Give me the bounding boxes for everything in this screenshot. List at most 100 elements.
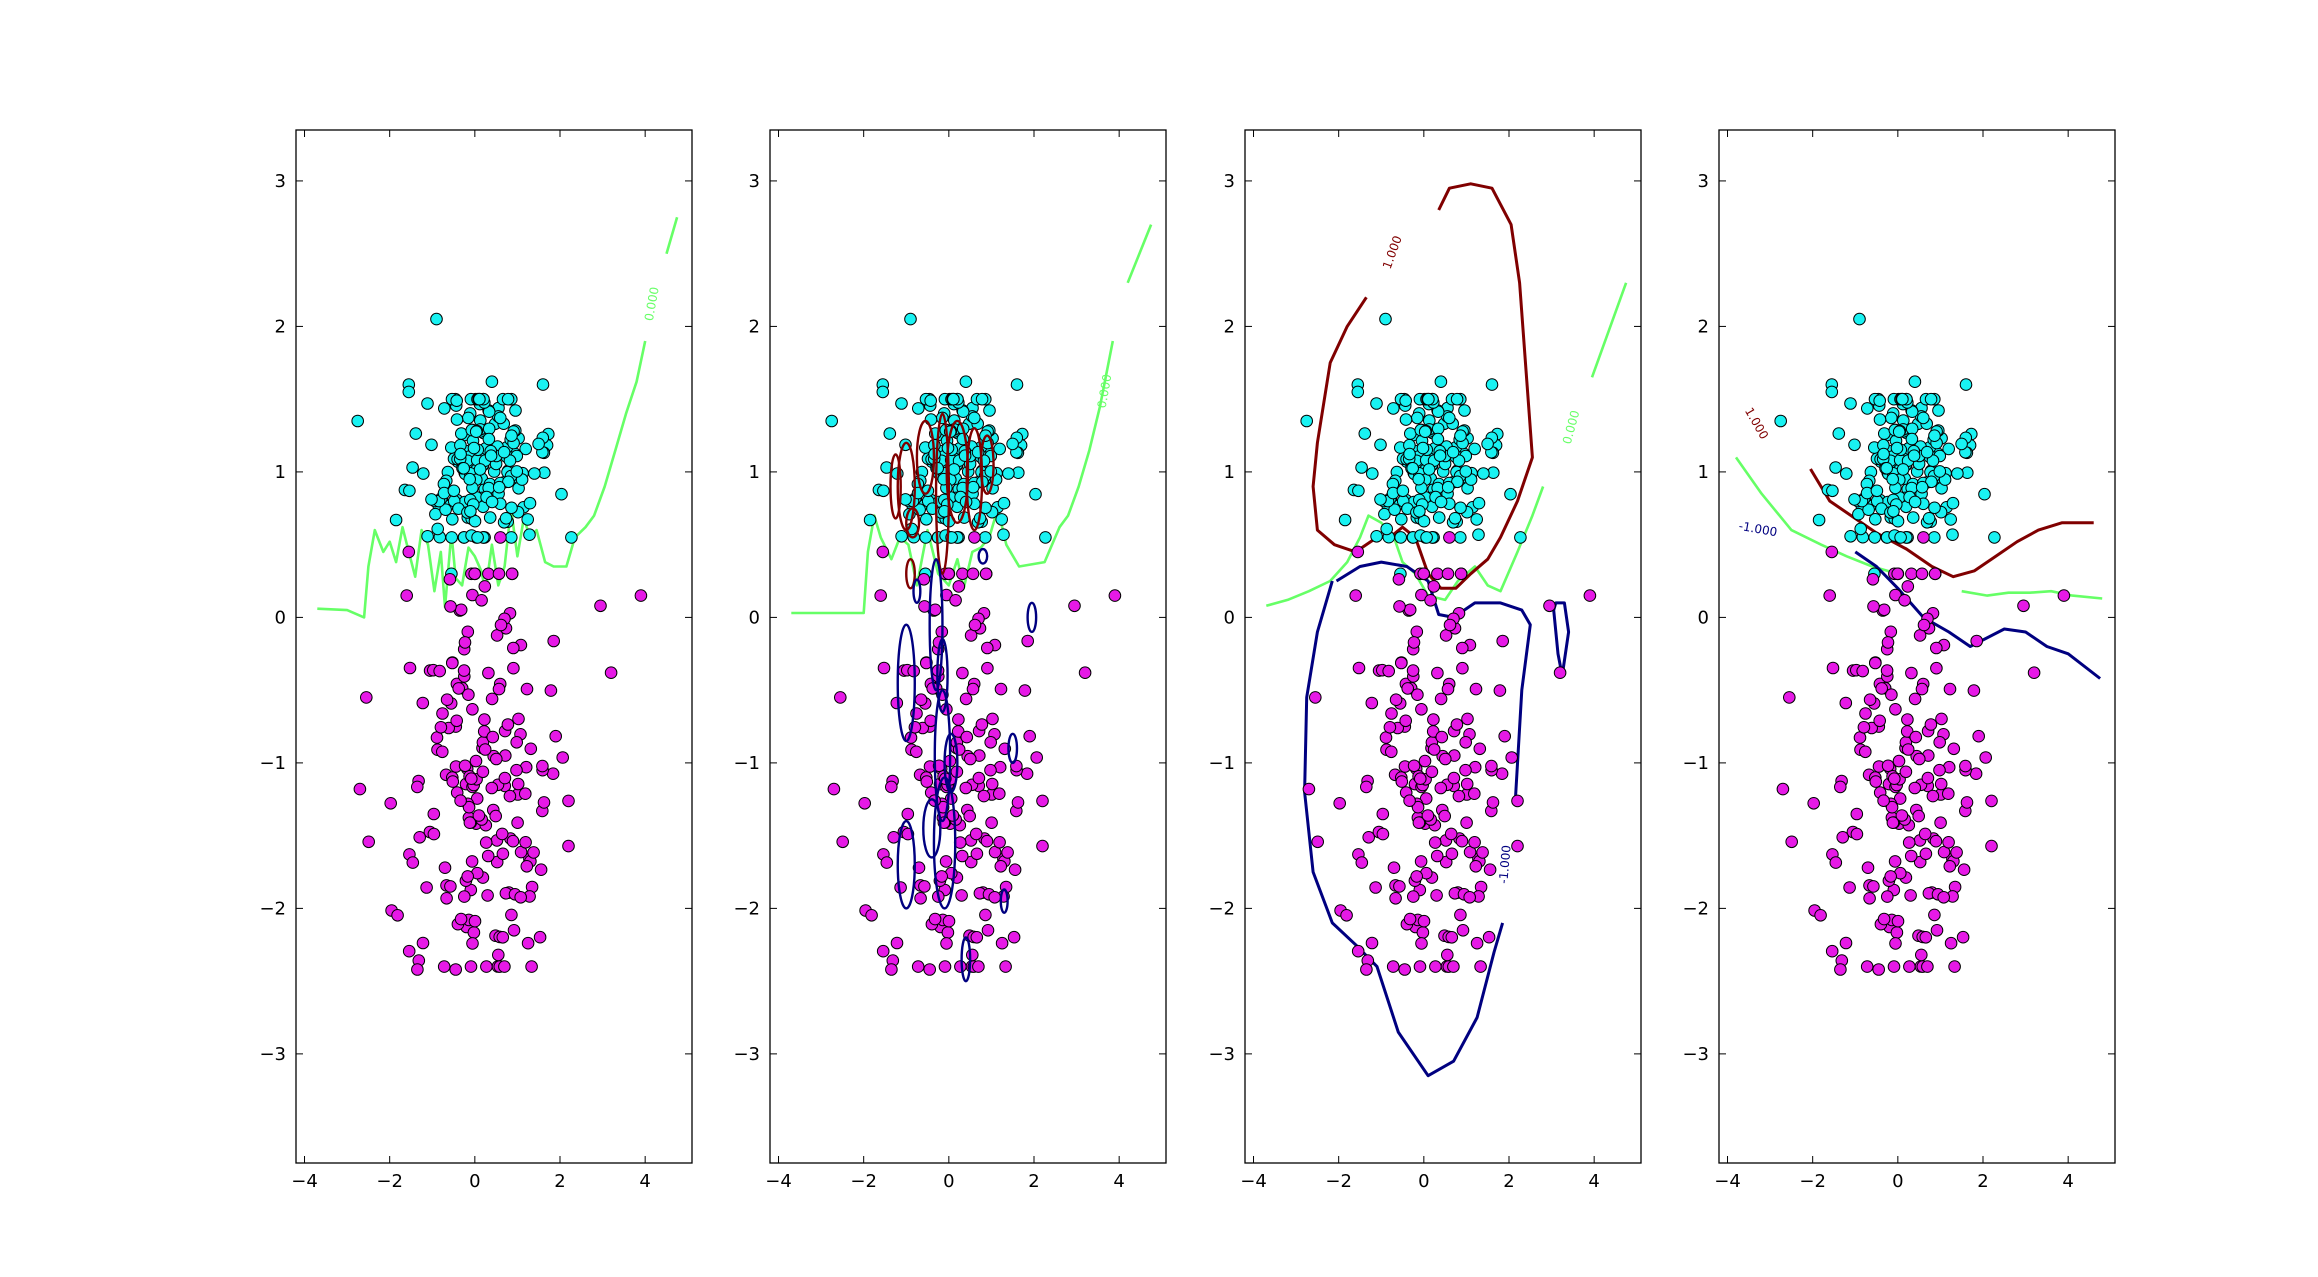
x-tick-label: 4 [2062,1171,2073,1192]
class-pos-point [1925,475,1938,489]
class-neg-point [1417,914,1431,928]
class-pos-point [1892,425,1906,439]
contour-label: 1.000 [1380,234,1405,271]
class-neg-point [1948,960,1961,973]
class-pos-point [863,513,877,527]
class-neg-point [476,765,490,779]
class-neg-point [1439,752,1452,766]
class-neg-point [1463,891,1476,904]
class-pos-point [1485,378,1499,391]
class-neg-point [1887,960,1901,973]
class-neg-point [1445,847,1459,861]
class-pos-point [473,463,487,476]
class-neg-point [1456,924,1470,937]
class-neg-point [481,849,495,863]
class-neg-point [1881,759,1895,773]
class-neg-point [496,847,510,861]
y-tick-label: 3 [1698,171,1709,192]
class-neg-point [877,661,891,675]
class-neg-point [1417,567,1430,581]
class-neg-point [1583,589,1597,602]
class-neg-point [1885,800,1899,814]
class-neg-point [1383,721,1397,734]
class-neg-point [482,666,495,680]
class-neg-point [436,745,449,759]
class-pos-point [1394,531,1407,544]
class-neg-point [972,960,985,973]
class-neg-point [959,781,973,795]
class-neg-point [507,661,520,675]
class-neg-point [400,589,414,602]
class-neg-point [510,763,523,777]
class-neg-point [928,912,942,926]
class-neg-point [1021,634,1034,648]
class-neg-point [1933,763,1946,777]
class-neg-point [437,960,451,973]
class-pos-point [523,528,536,542]
class-pos-point [1443,411,1456,425]
class-pos-point [966,480,980,494]
class-neg-point [1427,743,1441,756]
class-pos-point [450,394,464,408]
class-neg-point [1917,531,1930,544]
neg-contour-island [932,776,957,910]
class-neg-point [503,789,517,803]
class-pos-point [565,531,578,544]
class-neg-point [1403,794,1416,808]
class-neg-point [507,924,521,937]
class-neg-point [514,891,528,904]
x-tick-label: −2 [850,1171,877,1192]
class-pos-point [1380,522,1393,536]
y-tick-label: −2 [733,898,760,919]
class-neg-point [1427,580,1441,593]
class-neg-point [1889,703,1902,716]
class-neg-point [454,794,467,808]
class-pos-point [1006,437,1019,451]
class-pos-point [1894,531,1907,544]
class-pos-point [1854,522,1867,536]
class-neg-point [485,781,499,795]
class-pos-point [1039,531,1052,544]
class-neg-point [1036,839,1049,853]
class-neg-point [1419,792,1433,805]
class-neg-point [951,725,965,738]
class-neg-point [1476,846,1489,859]
class-pos-point [417,467,430,480]
class-neg-point [1863,892,1876,905]
class-pos-point [457,462,471,475]
class-pos-point [1451,475,1464,489]
class-neg-point [462,688,475,702]
class-neg-point [433,664,447,678]
class-neg-point [1909,730,1923,744]
class-pos-point [1873,394,1886,408]
class-neg-point [536,759,549,773]
class-neg-point [1859,707,1872,720]
class-neg-point [1036,794,1049,808]
class-neg-point [1485,759,1498,773]
class-neg-point [411,780,424,794]
class-neg-point [466,937,479,950]
class-pos-point [883,427,897,440]
class-pos-point [431,522,445,536]
class-pos-point [402,385,416,399]
class-neg-point [2057,589,2071,602]
class-neg-point [999,960,1012,973]
class-neg-point [1917,618,1931,632]
class-neg-point [1445,931,1459,944]
class-neg-point [1398,963,1411,976]
class-neg-point [1857,721,1871,734]
class-pos-point [1454,429,1467,443]
class-neg-point [1543,599,1556,613]
contour-label: -1.000 [1738,519,1779,540]
class-pos-point [1848,438,1861,452]
class-neg-point [1888,772,1901,786]
class-neg-point [993,787,1006,801]
class-neg-point [486,730,500,744]
class-neg-point [452,682,466,695]
class-neg-point [533,930,547,944]
class-pos-point [877,484,890,498]
class-neg-point [827,782,841,796]
class-neg-point [1412,816,1426,830]
panel-4: 1.000 -1.000 −4 −2 0 2 4 −3 −2 −1 0 1 2 3 [1682,129,2116,1192]
class-neg-point [1985,839,1998,853]
